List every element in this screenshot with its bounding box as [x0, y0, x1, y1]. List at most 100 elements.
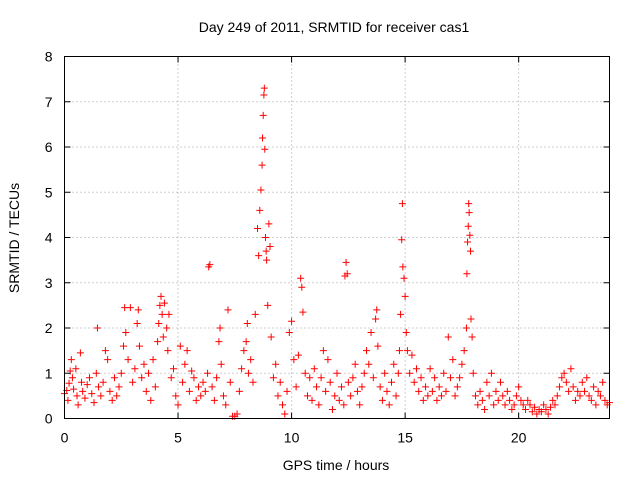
- data-point: [185, 387, 193, 395]
- data-point: [544, 410, 552, 418]
- data-point: [267, 333, 275, 341]
- data-point: [85, 374, 93, 382]
- data-point: [524, 396, 532, 404]
- data-point: [272, 360, 280, 368]
- data-point: [134, 306, 142, 314]
- data-point: [428, 387, 436, 395]
- data-point: [483, 378, 491, 386]
- data-point: [422, 383, 430, 391]
- data-point: [263, 256, 271, 264]
- data-point: [474, 401, 482, 409]
- data-point: [528, 408, 536, 416]
- data-point: [390, 360, 398, 368]
- data-point: [406, 369, 414, 377]
- data-point: [558, 374, 566, 382]
- data-point: [154, 338, 162, 346]
- y-axis-label: SRMTID / TECUs: [6, 183, 22, 293]
- data-point: [437, 392, 445, 400]
- data-point: [170, 365, 177, 373]
- data-point: [540, 401, 548, 409]
- data-point: [487, 369, 495, 377]
- data-point: [92, 369, 100, 377]
- data-point: [70, 385, 78, 393]
- data-point: [247, 356, 255, 364]
- data-point: [465, 209, 473, 217]
- data-point: [204, 369, 212, 377]
- data-point: [67, 356, 75, 364]
- data-point: [553, 392, 561, 400]
- data-point: [464, 222, 472, 230]
- data-point: [481, 405, 489, 413]
- data-point: [219, 392, 227, 400]
- data-point: [590, 383, 598, 391]
- data-point: [324, 356, 332, 364]
- data-point: [117, 369, 125, 377]
- data-point: [249, 378, 257, 386]
- data-point: [402, 329, 410, 337]
- data-point: [285, 329, 293, 337]
- data-point: [194, 383, 202, 391]
- data-point: [372, 315, 380, 323]
- data-point: [260, 91, 268, 99]
- data-point: [363, 347, 371, 355]
- data-point: [490, 401, 498, 409]
- data-point: [158, 310, 166, 318]
- y-tick-label: 3: [45, 275, 53, 291]
- y-tick-label: 5: [45, 184, 53, 200]
- data-point: [156, 301, 164, 309]
- data-point: [159, 333, 167, 341]
- data-point: [201, 387, 209, 395]
- data-point: [317, 374, 325, 382]
- data-point: [163, 324, 171, 332]
- data-point: [497, 378, 504, 386]
- data-point: [383, 387, 391, 395]
- chart-title: Day 249 of 2011, SRMTID for receiver cas…: [199, 19, 470, 35]
- data-point: [576, 392, 584, 400]
- data-point: [126, 304, 134, 312]
- data-point: [328, 405, 336, 413]
- data-point: [512, 392, 520, 400]
- data-point: [167, 374, 175, 382]
- data-point: [264, 301, 272, 309]
- data-point: [462, 324, 470, 332]
- data-point: [342, 258, 350, 266]
- data-point: [367, 329, 375, 337]
- data-point: [254, 224, 262, 232]
- data-point: [356, 401, 364, 409]
- data-point: [306, 374, 314, 382]
- x-tick-label: 20: [511, 430, 527, 446]
- data-point: [266, 243, 274, 251]
- data-point: [238, 365, 246, 373]
- data-point: [531, 403, 539, 411]
- data-point: [279, 401, 286, 409]
- data-point: [181, 360, 189, 368]
- data-point: [469, 369, 477, 377]
- data-point: [192, 396, 200, 404]
- data-point: [281, 410, 289, 418]
- data-point: [183, 347, 191, 355]
- data-point: [353, 387, 361, 395]
- data-point: [440, 369, 448, 377]
- data-point: [72, 365, 80, 373]
- data-point: [331, 392, 339, 400]
- data-point: [73, 392, 81, 400]
- data-point: [131, 365, 139, 373]
- data-point: [140, 360, 148, 368]
- data-point: [464, 238, 472, 246]
- x-tick-label: 15: [397, 430, 413, 446]
- data-point: [261, 234, 269, 241]
- data-point: [164, 347, 172, 355]
- data-point: [397, 310, 405, 318]
- data-point: [347, 392, 355, 400]
- data-point: [174, 401, 182, 409]
- data-point: [64, 396, 72, 404]
- data-point: [197, 392, 205, 400]
- data-point: [68, 374, 76, 382]
- data-point: [65, 379, 73, 387]
- data-point: [599, 378, 607, 386]
- data-point: [472, 392, 480, 400]
- data-point: [447, 374, 455, 382]
- data-point: [93, 324, 101, 332]
- data-point: [208, 383, 216, 391]
- data-point: [106, 387, 114, 395]
